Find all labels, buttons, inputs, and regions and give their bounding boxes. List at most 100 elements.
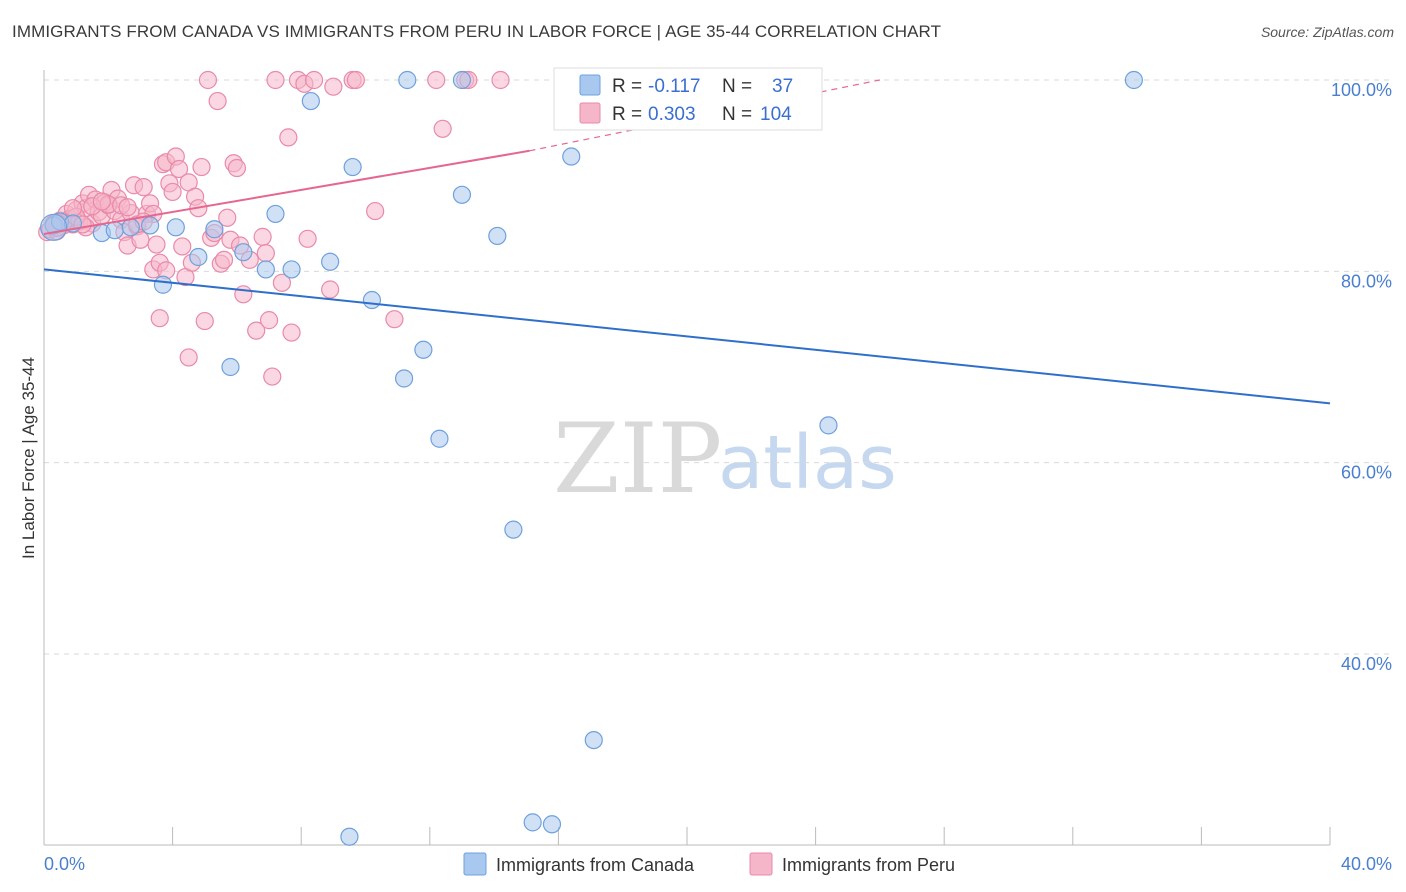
data-point (321, 280, 340, 299)
watermark-zip: ZIP (553, 403, 722, 515)
y-tick-label: 40.0% (1341, 654, 1392, 674)
source-label: Source: ZipAtlas.com (1260, 24, 1394, 40)
data-point (301, 91, 320, 111)
data-point (63, 199, 83, 218)
data-point (205, 220, 224, 239)
data-point-cluster (40, 213, 68, 241)
gridlines (44, 79, 1392, 655)
series-legend-swatch-canada (463, 852, 487, 876)
data-point (266, 204, 285, 224)
series-legend-label-canada: Immigrants from Canada (496, 855, 695, 875)
legend-swatch-canada (579, 74, 601, 96)
data-point (819, 416, 838, 435)
data-point (385, 310, 404, 329)
y-tick-label: 100.0% (1331, 80, 1392, 100)
data-point (584, 730, 603, 750)
x-tick-label-max: 40.0% (1341, 854, 1392, 874)
data-point (340, 827, 359, 846)
y-axis-label: In Labor Force | Age 35-44 (19, 357, 38, 559)
data-point (343, 157, 362, 177)
data-point (234, 285, 253, 304)
data-point (256, 244, 275, 263)
data-point (195, 311, 214, 331)
data-point (362, 290, 382, 310)
data-point (263, 367, 282, 386)
data-point (118, 198, 137, 217)
data-point (247, 321, 266, 340)
data-point (189, 247, 208, 267)
data-point (140, 216, 160, 235)
series-legend-swatch-peru (749, 852, 773, 876)
x-tick-label-min: 0.0% (44, 854, 85, 874)
data-point (253, 227, 272, 246)
data-point (121, 218, 140, 237)
data-point (282, 260, 301, 279)
data-point (279, 128, 298, 147)
data-point (166, 218, 185, 237)
data-point (259, 311, 279, 330)
legend-r-value-peru: 0.303 (648, 104, 696, 125)
data-point (414, 340, 433, 359)
data-point (173, 237, 192, 256)
data-point (266, 70, 285, 90)
x-axis-ticks (43, 827, 1331, 845)
data-point (324, 77, 343, 96)
legend-n-label-canada: N = (722, 76, 752, 97)
chart-title: IMMIGRANTS FROM CANADA VS IMMIGRANTS FRO… (12, 22, 942, 41)
data-point (398, 70, 417, 90)
stats-legend: R = -0.117 N = 37 R = 0.303 N = 104 (553, 67, 823, 131)
data-point (192, 157, 211, 177)
data-point (272, 273, 292, 292)
data-point (134, 178, 153, 197)
data-point (163, 182, 182, 202)
data-point (523, 813, 542, 832)
data-point (346, 70, 365, 90)
data-point (504, 520, 523, 539)
legend-n-value-canada: 37 (772, 76, 793, 97)
data-point (366, 201, 385, 221)
data-point (298, 229, 317, 248)
series-legend: Immigrants from Canada Immigrants from P… (463, 852, 955, 876)
data-point (1124, 70, 1143, 90)
data-point (430, 429, 449, 448)
data-point (394, 369, 414, 388)
data-point (304, 70, 324, 90)
data-point (208, 91, 227, 111)
data-point (214, 250, 234, 269)
legend-n-label-peru: N = (722, 104, 752, 125)
data-point (218, 208, 237, 227)
data-point (433, 119, 452, 138)
legend-r-label-canada: R = (612, 76, 642, 97)
data-point (227, 158, 246, 178)
legend-r-value-canada: -0.117 (648, 76, 700, 97)
y-tick-label: 80.0% (1341, 271, 1392, 291)
data-point (198, 70, 218, 90)
data-point (427, 70, 446, 90)
data-point (562, 147, 581, 166)
legend-n-value-peru: 104 (760, 104, 792, 125)
data-point (153, 275, 173, 294)
data-point (105, 221, 124, 240)
trendline-canada (43, 268, 1331, 405)
legend-swatch-peru (579, 102, 601, 124)
legend-r-label-peru: R = (612, 104, 642, 125)
data-point (169, 159, 189, 179)
y-axis-tick-labels: 40.0% 60.0% 80.0% 100.0% (1331, 80, 1392, 674)
trendline-peru (43, 149, 530, 236)
data-point (234, 243, 253, 262)
data-point (452, 185, 472, 204)
data-point (452, 70, 472, 90)
data-point (488, 226, 507, 246)
data-point (221, 357, 240, 377)
data-point (147, 235, 166, 254)
data-point (150, 309, 169, 328)
data-point (491, 70, 510, 90)
data-point (92, 192, 111, 211)
series-legend-label-peru: Immigrants from Peru (782, 855, 955, 875)
y-tick-label: 60.0% (1341, 463, 1392, 483)
data-point (282, 323, 301, 342)
data-point (179, 348, 198, 367)
data-point (321, 252, 340, 271)
data-point (256, 260, 275, 279)
